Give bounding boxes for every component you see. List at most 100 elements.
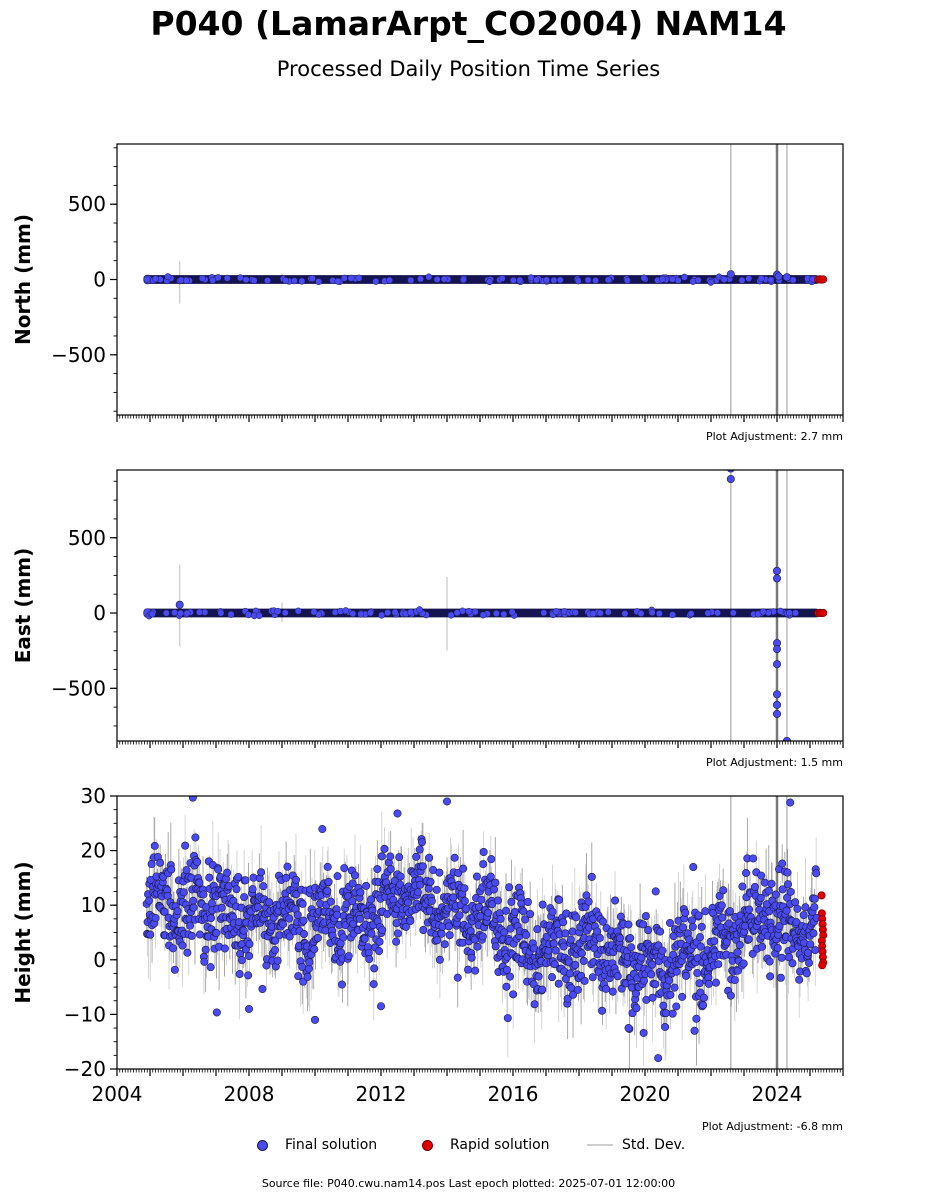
final-point — [160, 907, 169, 916]
final-point — [538, 900, 547, 909]
final-point — [782, 273, 791, 282]
final-point — [811, 946, 820, 955]
final-point — [506, 924, 515, 933]
final-point — [804, 948, 813, 957]
final-point — [198, 274, 206, 282]
final-marker-icon — [257, 1139, 268, 1151]
final-point — [647, 970, 656, 979]
final-point — [340, 864, 349, 873]
final-point — [367, 895, 376, 904]
final-point — [573, 985, 582, 994]
final-point — [146, 930, 155, 939]
final-point — [182, 866, 191, 875]
final-point — [143, 275, 151, 283]
final-point — [640, 274, 648, 282]
final-point — [772, 700, 781, 709]
final-point — [189, 903, 198, 912]
final-point — [587, 872, 596, 881]
final-point — [758, 942, 767, 951]
final-point — [764, 886, 773, 895]
final-point — [725, 907, 734, 916]
final-point — [333, 872, 342, 881]
final-point — [641, 912, 650, 921]
final-point — [479, 847, 488, 856]
final-point — [701, 907, 710, 916]
final-point — [396, 872, 405, 881]
final-point — [479, 860, 488, 869]
final-point — [291, 875, 300, 884]
final-point — [386, 864, 395, 873]
final-point — [349, 919, 358, 928]
final-point — [792, 609, 799, 617]
final-point — [232, 885, 241, 894]
final-point — [380, 844, 389, 853]
final-point — [654, 1054, 663, 1063]
final-point — [773, 944, 782, 953]
final-point — [415, 845, 424, 854]
final-point — [530, 1000, 539, 1009]
final-point — [516, 276, 524, 284]
x-tick-label: 2016 — [488, 1082, 539, 1106]
final-point — [323, 862, 332, 871]
final-point — [672, 1002, 681, 1011]
rapid-point — [817, 891, 826, 900]
final-point — [661, 1022, 670, 1031]
final-point — [688, 922, 697, 931]
final-point — [505, 883, 514, 892]
final-point — [572, 913, 581, 922]
final-point — [214, 274, 222, 282]
final-point — [171, 609, 178, 617]
y-tick-label: 0 — [93, 948, 106, 972]
final-point — [258, 985, 267, 994]
final-point — [738, 276, 746, 284]
final-point — [193, 858, 202, 867]
final-point — [445, 931, 454, 940]
final-point — [678, 923, 687, 932]
final-point — [681, 908, 690, 917]
x-tick-label: 2024 — [752, 1082, 803, 1106]
final-point — [718, 913, 727, 922]
final-point — [440, 940, 449, 949]
final-point — [556, 276, 564, 284]
final-point — [669, 611, 676, 619]
final-point — [310, 608, 318, 616]
final-point — [357, 610, 365, 618]
plot-adjustment-note: Plot Adjustment: 1.5 mm — [706, 756, 843, 769]
final-point — [637, 953, 646, 962]
final-point — [772, 660, 781, 669]
final-point — [419, 926, 428, 935]
chart-title: P040 (LamarArpt_CO2004) NAM14 — [150, 4, 787, 43]
final-point — [259, 882, 268, 891]
final-point — [386, 852, 395, 861]
y-tick-label: 500 — [68, 526, 106, 550]
final-point — [730, 976, 739, 985]
final-point — [598, 917, 607, 926]
final-point — [735, 940, 744, 949]
final-point — [417, 838, 426, 847]
final-point — [337, 980, 346, 989]
final-point — [502, 982, 511, 991]
final-point — [223, 274, 231, 282]
final-point — [604, 608, 612, 616]
final-point — [656, 927, 665, 936]
final-point — [749, 854, 758, 863]
final-point — [285, 932, 294, 941]
final-point — [699, 993, 708, 1002]
final-point — [792, 918, 801, 927]
final-point — [150, 841, 159, 850]
final-point — [264, 277, 271, 285]
final-point — [738, 882, 747, 891]
y-tick-label: 10 — [81, 893, 106, 917]
final-point — [223, 868, 232, 877]
final-point — [772, 574, 781, 583]
legend-rapid: Rapid solution — [422, 1137, 550, 1153]
final-point — [809, 929, 818, 938]
final-point — [186, 921, 195, 930]
final-point — [348, 879, 357, 888]
final-point — [507, 897, 516, 906]
final-point — [772, 645, 781, 654]
final-point — [651, 980, 660, 989]
final-point — [659, 1001, 668, 1010]
final-point — [479, 611, 487, 619]
final-point — [648, 993, 657, 1002]
